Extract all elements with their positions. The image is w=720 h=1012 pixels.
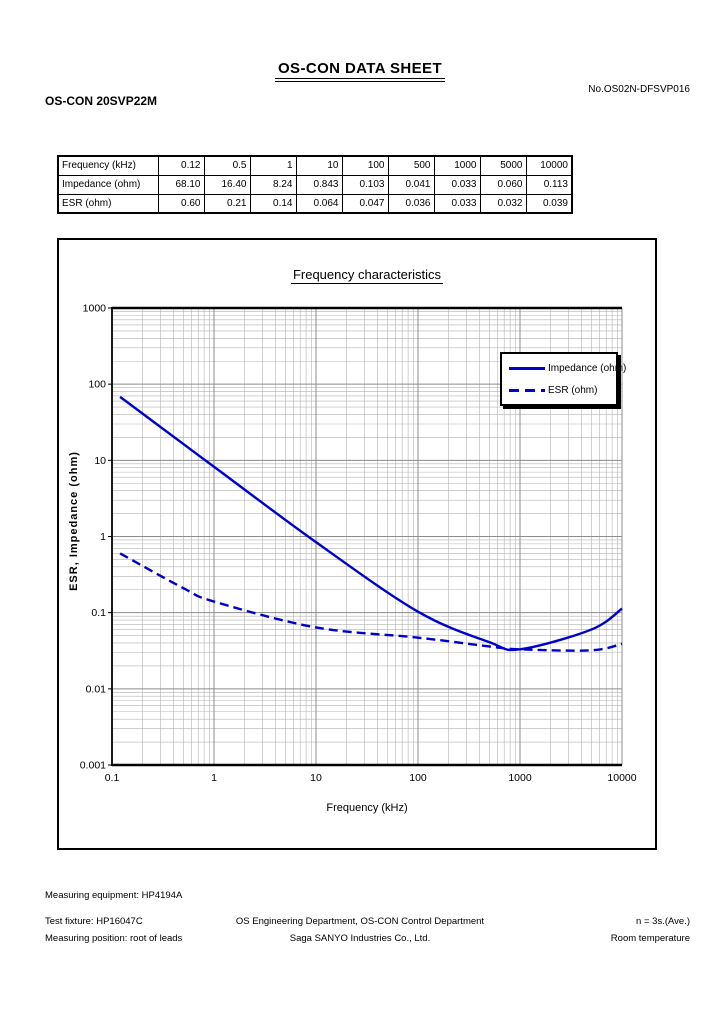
x-axis-title: Frequency (kHz) [326,802,408,814]
table-cell: 0.14 [249,193,297,214]
table-cell: 0.60 [157,193,205,214]
table-cell: 0.5 [203,155,251,176]
footer-department: OS Engineering Department, OS-CON Contro… [235,916,485,927]
legend-label-esr: ESR (ohm) [548,384,598,396]
row-label-impedance: Impedance (ohm) [57,174,159,195]
footer: Measuring equipment: HP4194A Test fixtur… [0,890,720,950]
table-row-esr: ESR (ohm) 0.60 0.21 0.14 0.064 0.047 0.0… [57,193,573,214]
table-cell: 1 [249,155,297,176]
chart-legend: Impedance (ohm) ESR (ohm) [500,352,626,406]
y-tick-label: 0.001 [80,760,106,772]
table-row-impedance: Impedance (ohm) 68.10 16.40 8.24 0.843 0… [57,174,573,195]
y-tick-label: 1000 [83,303,107,315]
table-cell: 0.12 [157,155,205,176]
x-tick-label: 1000 [508,772,532,784]
table-cell: 0.032 [479,193,527,214]
table-cell: 500 [387,155,435,176]
table-cell: 0.041 [387,174,435,195]
table-row-frequency: Frequency (kHz) 0.12 0.5 1 10 100 500 10… [57,155,573,176]
footer-measuring-equipment: Measuring equipment: HP4194A [45,890,183,901]
table-cell: 0.843 [295,174,343,195]
frequency-chart: 1000 100 10 1 0.1 0.01 0.001 0.1 1 10 100 1000 10000… [57,238,657,850]
legend-label-impedance: Impedance (ohm) [548,362,627,374]
footer-test-fixture: Test fixture: HP16047C [45,916,143,927]
footer-temperature: Room temperature [610,933,690,944]
impedance-solid-line-icon [509,366,545,370]
table-cell: 0.103 [341,174,389,195]
impedance-curve [119,395,623,652]
footer-measuring-position: Measuring position: root of leads [45,933,183,944]
chart-title-wrap: Frequency characteristics [112,266,622,284]
sheet-title-wrap: OS-CON DATA SHEET [0,60,720,82]
y-tick-label: 10 [94,455,106,467]
table-cell: 1000 [433,155,481,176]
x-tick-label: 0.1 [105,772,120,784]
table-cell: 68.10 [157,174,205,195]
y-tick-label: 0.1 [91,607,106,619]
table-cell: 0.036 [387,193,435,214]
table-cell: 0.033 [433,174,481,195]
table-cell: 0.064 [295,193,343,214]
table-cell: 10000 [525,155,573,176]
part-number: OS-CON 20SVP22M [45,94,158,108]
x-tick-label: 10000 [607,772,636,784]
table-cell: 0.21 [203,193,251,214]
esr-curve [119,552,623,652]
y-tick-label: 1 [100,531,106,543]
doc-number: No.OS02N-DFSVP016 [588,84,690,95]
table-cell: 10 [295,155,343,176]
table-cell: 0.039 [525,193,573,214]
table-cell: 0.113 [525,174,573,195]
y-axis-title: ESR, Impedance (ohm) [68,451,80,591]
table-cell: 0.033 [433,193,481,214]
footer-company: Saga SANYO Industries Co., Ltd. [289,933,431,944]
table-cell: 0.047 [341,193,389,214]
table-cell: 5000 [479,155,527,176]
legend-item-impedance: Impedance (ohm) [509,363,626,374]
table-cell: 0.060 [479,174,527,195]
table-cell: 100 [341,155,389,176]
chart-title: Frequency characteristics [290,267,444,284]
frequency-data-table: Frequency (kHz) 0.12 0.5 1 10 100 500 10… [57,155,573,214]
esr-dashed-line-icon [509,388,545,392]
x-tick-label: 100 [409,772,427,784]
row-label-frequency: Frequency (kHz) [57,155,159,176]
legend-item-esr: ESR (ohm) [509,385,614,396]
sheet-title: OS-CON DATA SHEET [274,60,446,82]
table-cell: 16.40 [203,174,251,195]
footer-sample-count: n = 3s.(Ave.) [636,916,690,927]
table-cell: 8.24 [249,174,297,195]
row-label-esr: ESR (ohm) [57,193,159,214]
x-tick-label: 10 [310,772,322,784]
y-tick-label: 100 [88,379,106,391]
x-tick-label: 1 [211,772,217,784]
y-tick-label: 0.01 [86,683,107,695]
